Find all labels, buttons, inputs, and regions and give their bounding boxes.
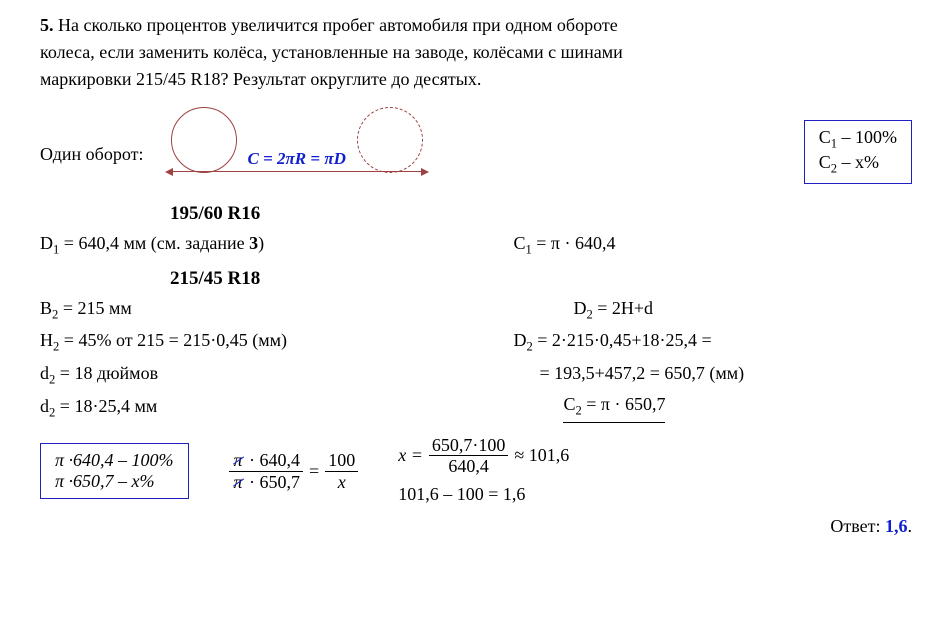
c1-label: C [513, 233, 525, 253]
circumference-formula: C = 2πR = πD [247, 149, 345, 169]
d2i-label: d [40, 363, 49, 383]
pi-strike-top: π [232, 450, 245, 470]
answer-dot: . [908, 516, 913, 536]
equals-sign: = [309, 461, 319, 482]
d1-ref: 3 [249, 233, 258, 253]
answer-line: Ответ: 1,6. [40, 516, 912, 537]
d1-label: D [40, 233, 53, 253]
d2-inch-line: d2 = 18 дюймов [40, 359, 493, 390]
x-frac-top: 650,7·100 [429, 435, 509, 456]
pi-strike-bot: π [232, 472, 245, 492]
D2b-label: D [513, 330, 526, 350]
percent-row-c2: C2 – x% [819, 152, 897, 177]
x-approx: ≈ 101,6 [514, 442, 569, 469]
prop-top1: · 640,4 [245, 450, 301, 470]
bottom-row: π ·640,4 – 100% π ·650,7 – x% π · 640,4 … [40, 435, 912, 508]
x-frac-bot: 640,4 [445, 456, 492, 477]
x-equals: x = [398, 442, 423, 469]
c2-label: C [563, 394, 575, 414]
tire2-heading: 215/45 R18 [170, 268, 912, 290]
prop-bot1: · 650,7 [245, 472, 301, 492]
d1-tail: ) [258, 233, 264, 253]
wheel-diagram: C = 2πR = πD [157, 107, 437, 197]
b2-val: = 215 мм [58, 298, 131, 318]
arrow-left-icon [165, 168, 173, 176]
d2-mm-line: d2 = 18·25,4 мм [40, 392, 493, 423]
c1-line: C1 = π · 640,4 [513, 229, 912, 260]
h2-val: = 45% от 215 = 215·0,45 (мм) [59, 330, 287, 350]
rotation-label: Один оборот: [40, 140, 143, 165]
proportion-box: π ·640,4 – 100% π ·650,7 – x% [40, 443, 189, 499]
d1-text: = 640,4 мм (см. задание [59, 233, 249, 253]
problem-statement: 5. На сколько процентов увеличится пробе… [40, 12, 912, 93]
task-text-line2: колеса, если заменить колёса, установлен… [40, 42, 623, 62]
c1-expr: = π · 640,4 [532, 233, 616, 253]
x-solution: x = 650,7·100 640,4 ≈ 101,6 101,6 – 100 … [398, 435, 912, 508]
c2-value: – x% [837, 152, 879, 172]
D2-expand-line: D2 = 2·215·0,45+18·25,4 = [513, 326, 912, 357]
proportion-box-r2: π ·650,7 – x% [55, 471, 174, 492]
D2-formula-line: D2 = 2H+d [513, 294, 912, 325]
proportion-box-r1: π ·640,4 – 100% [55, 450, 174, 471]
c1-value: – 100% [837, 127, 897, 147]
b2-label: B [40, 298, 52, 318]
task-number: 5. [40, 15, 54, 35]
h2-label: H [40, 330, 53, 350]
d2m-val: = 18·25,4 мм [55, 396, 157, 416]
c-symbol: C [819, 127, 831, 147]
proportion-equation: π · 640,4 π · 650,7 = 100 x [229, 450, 359, 492]
d2i-val: = 18 дюймов [55, 363, 158, 383]
ground-line [171, 171, 423, 172]
tire1-heading: 195/60 R16 [170, 203, 912, 225]
prop-bot2: x [335, 472, 349, 493]
percent-relation-box: C1 – 100% C2 – x% [804, 120, 912, 183]
prop-top2: 100 [325, 450, 358, 471]
c2-val: = π · 650,7 [582, 394, 666, 414]
D2a-label: D [573, 298, 586, 318]
D2-result-line: = 193,5+457,2 = 650,7 (мм) [513, 359, 912, 388]
C2-line: C2 = π · 650,7 [513, 390, 912, 423]
c-symbol: C [819, 152, 831, 172]
d1-line: D1 = 640,4 мм (см. задание 3) [40, 229, 493, 260]
D2a-val: = 2H+d [593, 298, 653, 318]
d2m-label: d [40, 396, 49, 416]
subtract-line: 101,6 – 100 = 1,6 [398, 481, 912, 508]
percent-row-c1: C1 – 100% [819, 127, 897, 152]
answer-value: 1,6 [885, 516, 908, 536]
wheel-start-circle [171, 107, 237, 173]
page: 5. На сколько процентов увеличится пробе… [0, 0, 952, 639]
tire2-block: B2 = 215 мм H2 = 45% от 215 = 215·0,45 (… [40, 292, 912, 425]
b2-line: B2 = 215 мм [40, 294, 493, 325]
task-text-line3: маркировки 215/45 R18? Результат округли… [40, 69, 481, 89]
answer-label: Ответ: [830, 516, 885, 536]
wheel-end-circle [357, 107, 423, 173]
h2-line: H2 = 45% от 215 = 215·0,45 (мм) [40, 326, 493, 357]
rotation-row: Один оборот: C = 2πR = πD C1 – 100% C2 –… [40, 107, 912, 197]
arrow-right-icon [421, 168, 429, 176]
D2b-val: = 2·215·0,45+18·25,4 = [533, 330, 712, 350]
tire1-block: D1 = 640,4 мм (см. задание 3) C1 = π · 6… [40, 227, 912, 262]
task-text-line1: На сколько процентов увеличится пробег а… [58, 15, 618, 35]
